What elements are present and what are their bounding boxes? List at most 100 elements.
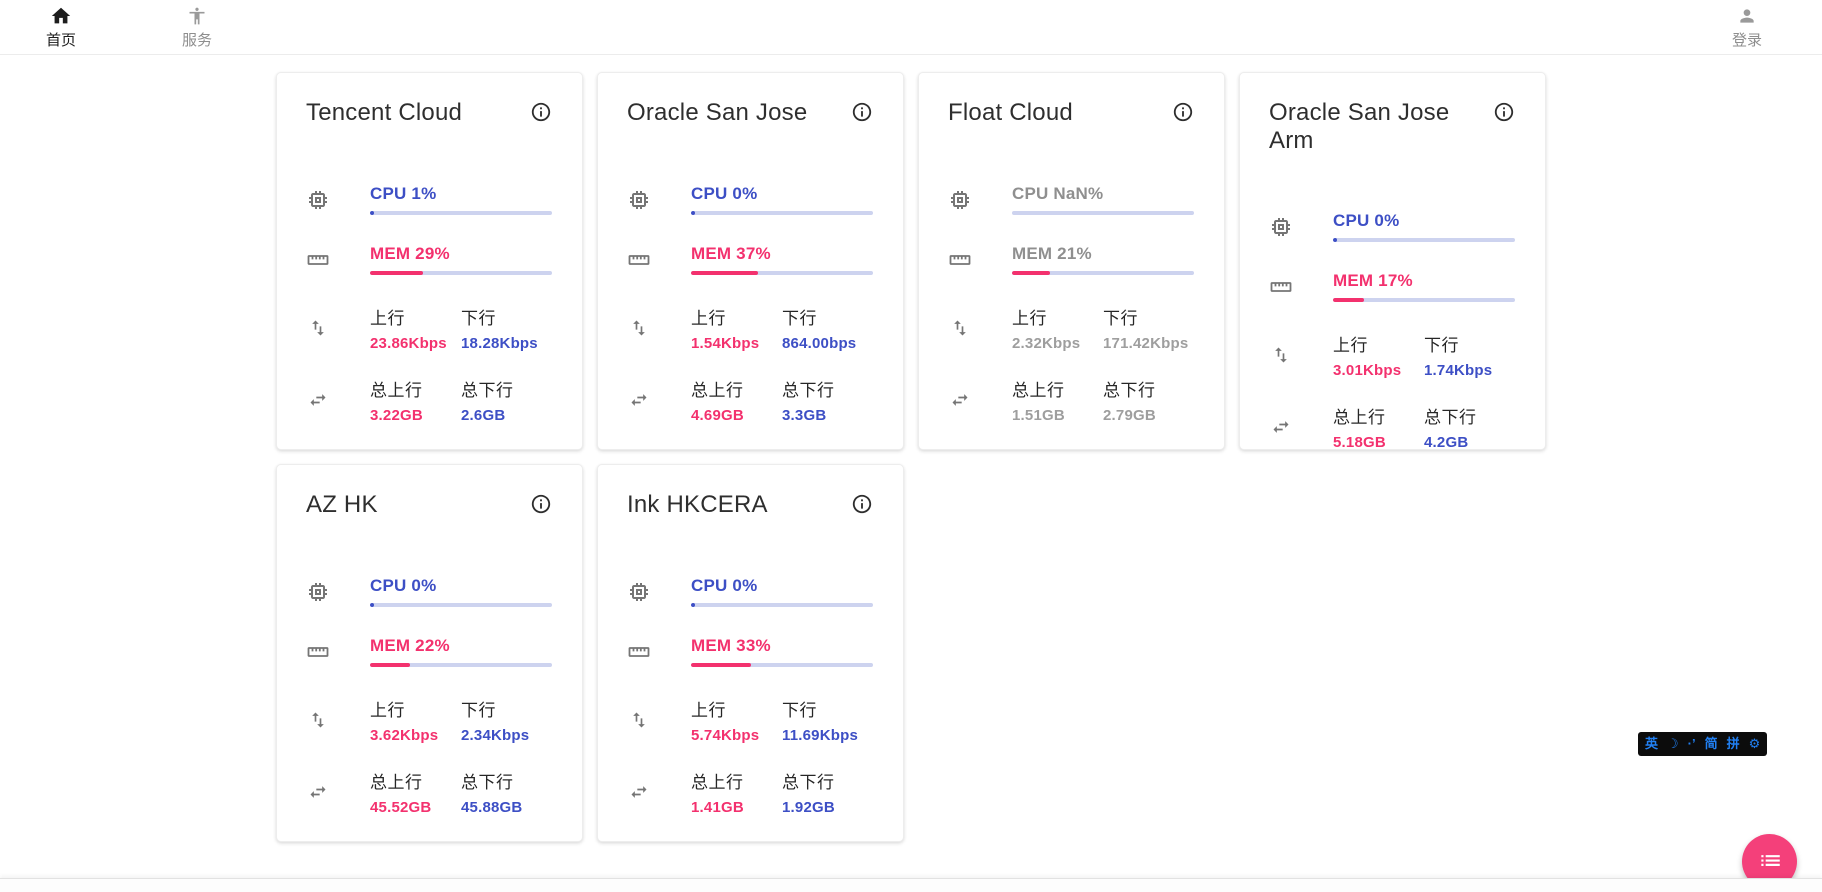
- server-card-grid: Tencent Cloud CPU 1%: [276, 72, 1546, 842]
- server-card: Oracle San Jose CPU 0%: [597, 72, 904, 450]
- info-icon[interactable]: [1493, 101, 1515, 128]
- ime-punct-icon[interactable]: ·’: [1687, 736, 1696, 751]
- server-card: Float Cloud CPU NaN%: [918, 72, 1225, 450]
- download-speed-value: 864.00bps: [782, 335, 857, 352]
- total-upload-value: 1.51GB: [1012, 407, 1065, 424]
- ruler-icon: [306, 640, 330, 664]
- cpu-row: CPU 1%: [306, 184, 552, 215]
- swap-horizontal-icon: [306, 780, 330, 804]
- info-icon[interactable]: [1172, 101, 1194, 128]
- mem-usage-label: MEM 29%: [370, 244, 450, 263]
- total-download-value: 4.2GB: [1424, 434, 1469, 451]
- download-label: 下行: [461, 309, 496, 328]
- footer-edge: [0, 878, 1822, 892]
- download-speed-value: 171.42Kbps: [1103, 335, 1189, 352]
- card-header: Float Cloud: [948, 99, 1194, 128]
- total-upload-value: 5.18GB: [1333, 434, 1386, 451]
- metrics: CPU 0% MEM 17%: [1269, 211, 1515, 451]
- ime-lang-en[interactable]: 英: [1645, 736, 1659, 751]
- up-down-arrows-icon: [948, 316, 972, 340]
- total-upload-label: 总上行: [691, 773, 744, 792]
- metrics: CPU 0% MEM 33%: [627, 576, 873, 816]
- ime-simplified[interactable]: 简: [1704, 736, 1718, 751]
- total-upload-value: 4.69GB: [691, 407, 744, 424]
- metrics: CPU 0% MEM 22%: [306, 576, 552, 816]
- mem-row: MEM 22%: [306, 636, 552, 667]
- card-header: Oracle San Jose Arm: [1269, 99, 1515, 155]
- total-download-label: 总下行: [1103, 381, 1156, 400]
- cpu-usage-label: CPU 0%: [691, 576, 758, 595]
- upload-speed-value: 1.54Kbps: [691, 335, 760, 352]
- nav-service-label: 服务: [181, 32, 212, 49]
- main-content: Tencent Cloud CPU 1%: [276, 72, 1546, 842]
- card-header: AZ HK: [306, 491, 552, 520]
- mem-row: MEM 29%: [306, 244, 552, 275]
- cpu-progress-fill: [691, 211, 695, 215]
- mem-progress-fill: [1333, 298, 1364, 302]
- mem-usage-label: MEM 37%: [691, 244, 771, 263]
- ime-pinyin[interactable]: 拼: [1726, 736, 1740, 751]
- ruler-icon: [627, 248, 651, 272]
- mem-progress-fill: [691, 663, 752, 667]
- download-label: 下行: [782, 309, 817, 328]
- cpu-progress-bar: [1333, 238, 1515, 242]
- nav-item-login[interactable]: 登录: [1716, 4, 1778, 50]
- cpu-chip-icon: [948, 188, 972, 212]
- mem-usage-label: MEM 33%: [691, 636, 771, 655]
- mem-row: MEM 21%: [948, 244, 1194, 275]
- swap-horizontal-icon: [627, 780, 651, 804]
- total-download-value: 45.88GB: [461, 799, 523, 816]
- cpu-progress-bar: [691, 603, 873, 607]
- nav-login-label: 登录: [1731, 32, 1762, 49]
- info-icon[interactable]: [530, 101, 552, 128]
- mem-usage-label: MEM 17%: [1333, 271, 1413, 290]
- swap-horizontal-icon: [627, 388, 651, 412]
- server-name: Oracle San Jose Arm: [1269, 99, 1450, 154]
- total-download-value: 3.3GB: [782, 407, 827, 424]
- swap-horizontal-icon: [306, 388, 330, 412]
- nav-item-home[interactable]: 首页: [30, 4, 92, 50]
- mem-usage-label: MEM 21%: [1012, 244, 1092, 263]
- total-upload-value: 45.52GB: [370, 799, 432, 816]
- ime-toolbar[interactable]: 英 ☽ ·’ 简拼 ⚙: [1638, 732, 1768, 756]
- total-download-value: 2.6GB: [461, 407, 506, 424]
- upload-label: 上行: [1333, 336, 1368, 355]
- mem-progress-bar: [1012, 271, 1194, 275]
- info-icon[interactable]: [851, 493, 873, 520]
- total-row: 总上行 1.41GB 总下行 1.92GB: [627, 768, 873, 816]
- server-name: Tencent Cloud: [306, 99, 463, 126]
- ruler-icon: [1269, 275, 1293, 299]
- speed-row: 上行 3.62Kbps 下行 2.34Kbps: [306, 696, 552, 744]
- upload-label: 上行: [370, 701, 405, 720]
- mem-row: MEM 17%: [1269, 271, 1515, 302]
- cpu-chip-icon: [1269, 215, 1293, 239]
- card-header: Tencent Cloud: [306, 99, 552, 128]
- cpu-row: CPU 0%: [1269, 211, 1515, 242]
- ruler-icon: [627, 640, 651, 664]
- mem-progress-bar: [691, 663, 873, 667]
- download-label: 下行: [782, 701, 817, 720]
- mem-progress-bar: [691, 271, 873, 275]
- cpu-progress-fill: [370, 211, 374, 215]
- accessibility-icon: [187, 4, 207, 28]
- cpu-row: CPU 0%: [627, 184, 873, 215]
- speed-row: 上行 1.54Kbps 下行 864.00bps: [627, 304, 873, 352]
- total-download-value: 1.92GB: [782, 799, 835, 816]
- info-icon[interactable]: [851, 101, 873, 128]
- cpu-usage-label: CPU 0%: [691, 184, 758, 203]
- cpu-usage-label: CPU NaN%: [1012, 184, 1104, 203]
- nav-item-service[interactable]: 服务: [166, 4, 228, 50]
- cpu-usage-label: CPU 0%: [370, 576, 437, 595]
- total-row: 总上行 3.22GB 总下行 2.6GB: [306, 376, 552, 424]
- ime-moon-icon[interactable]: ☽: [1667, 736, 1679, 751]
- card-header: Ink HKCERA: [627, 491, 873, 520]
- up-down-arrows-icon: [627, 708, 651, 732]
- cpu-chip-icon: [627, 188, 651, 212]
- ime-gear-icon[interactable]: ⚙: [1748, 736, 1761, 751]
- cpu-chip-icon: [306, 188, 330, 212]
- up-down-arrows-icon: [1269, 343, 1293, 367]
- cpu-row: CPU 0%: [306, 576, 552, 607]
- metrics: CPU NaN% MEM 21%: [948, 184, 1194, 424]
- info-icon[interactable]: [530, 493, 552, 520]
- mem-row: MEM 37%: [627, 244, 873, 275]
